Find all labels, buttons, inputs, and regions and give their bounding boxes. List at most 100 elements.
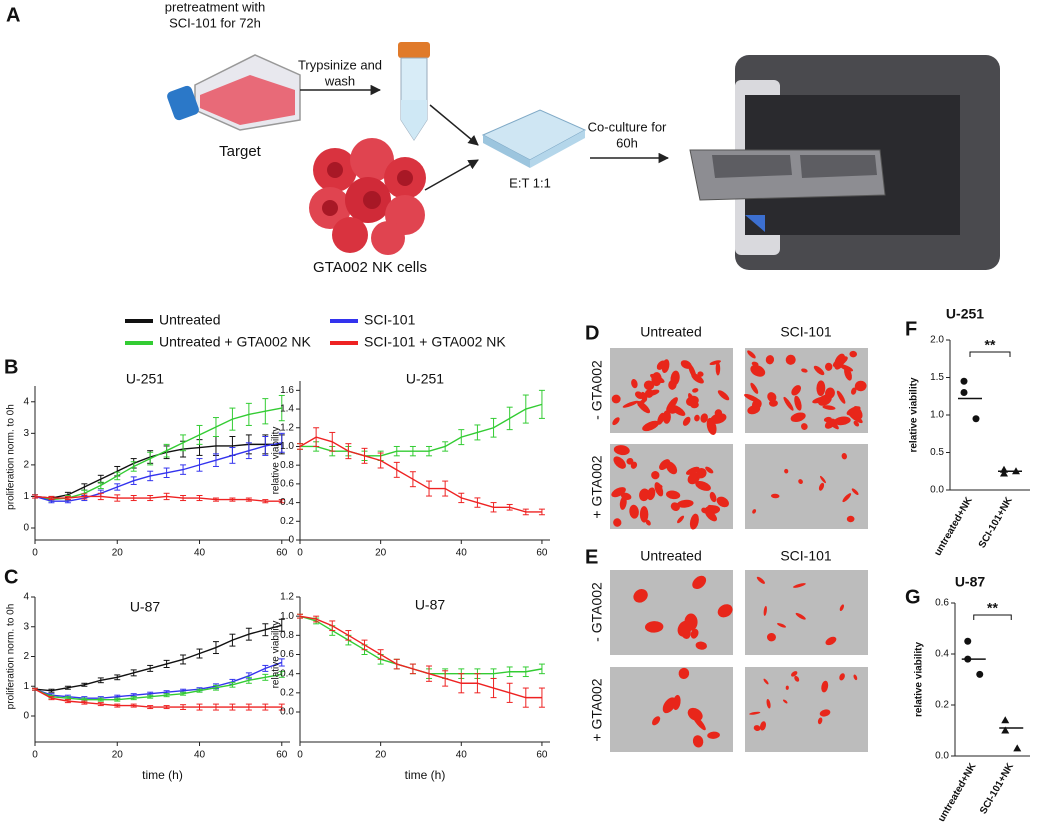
cell bbox=[763, 605, 767, 616]
error-bar bbox=[361, 447, 368, 464]
cell bbox=[851, 488, 859, 496]
error-bar bbox=[212, 684, 219, 691]
chart-title: U-251 bbox=[406, 371, 444, 387]
cell bbox=[626, 457, 634, 465]
row-label: + GTA002 bbox=[589, 678, 605, 741]
cell bbox=[794, 395, 802, 411]
micrograph bbox=[745, 570, 868, 655]
error-bar bbox=[229, 497, 236, 502]
cell bbox=[709, 360, 722, 366]
error-bar bbox=[130, 696, 137, 701]
data-point bbox=[964, 637, 972, 645]
cell bbox=[644, 389, 654, 398]
series-line bbox=[34, 624, 282, 692]
y-axis-label: relative viability bbox=[909, 377, 920, 452]
error-bar bbox=[32, 494, 38, 499]
error-bar bbox=[245, 676, 252, 684]
cell bbox=[705, 509, 717, 522]
error-bar bbox=[278, 432, 285, 453]
error-bar bbox=[506, 503, 513, 511]
x-tick-label: SCI-101+NK bbox=[977, 495, 1015, 551]
y-tick-label: 0 bbox=[23, 523, 29, 534]
error-bar bbox=[245, 402, 252, 426]
error-bar bbox=[329, 431, 336, 452]
error-bar bbox=[426, 445, 433, 457]
error-bar bbox=[130, 669, 137, 677]
error-bar bbox=[212, 703, 219, 711]
y-tick-label: 2 bbox=[23, 460, 29, 471]
y-axis-label: proliferation norm. to 0h bbox=[6, 404, 17, 510]
cell bbox=[709, 491, 717, 503]
error-bar bbox=[377, 649, 384, 660]
error-bar bbox=[212, 641, 219, 655]
legend-label: Untreated bbox=[159, 312, 220, 328]
error-bar bbox=[180, 464, 187, 475]
chart-title: U-87 bbox=[130, 599, 161, 615]
y-tick-label: 1.0 bbox=[280, 611, 294, 622]
cell bbox=[818, 482, 825, 491]
error-bar bbox=[409, 471, 416, 488]
error-bar bbox=[474, 424, 481, 441]
cell bbox=[637, 398, 647, 407]
cell bbox=[707, 731, 720, 739]
micrograph bbox=[610, 348, 733, 435]
data-point bbox=[1001, 726, 1010, 734]
cell bbox=[646, 487, 656, 501]
error-bar bbox=[114, 674, 121, 681]
annotation: ** bbox=[985, 337, 996, 353]
error-bar bbox=[180, 691, 187, 696]
x-tick-label: 40 bbox=[194, 750, 206, 761]
cell bbox=[629, 504, 639, 519]
cell bbox=[666, 490, 681, 500]
panel-label: D bbox=[585, 322, 599, 344]
cell bbox=[651, 471, 660, 480]
error-bar bbox=[163, 705, 170, 710]
y-tick-label: 1.0 bbox=[280, 441, 294, 452]
diagram-text: Trypsinize and bbox=[298, 57, 382, 72]
cell bbox=[613, 518, 622, 527]
error-bar bbox=[212, 417, 219, 437]
error-bar bbox=[97, 697, 104, 702]
error-bar bbox=[393, 658, 400, 670]
panel-label: F bbox=[905, 318, 917, 340]
chart-title: U-87 bbox=[415, 597, 446, 613]
cell bbox=[717, 390, 730, 401]
cell bbox=[753, 725, 761, 731]
cell bbox=[848, 411, 863, 424]
error-bar bbox=[442, 441, 449, 452]
error-bar bbox=[278, 703, 285, 711]
data-point bbox=[972, 415, 980, 423]
error-bar bbox=[180, 434, 187, 452]
x-tick-label: 60 bbox=[276, 548, 288, 559]
cell bbox=[635, 391, 644, 399]
error-bar bbox=[278, 670, 285, 678]
flask bbox=[167, 54, 301, 131]
y-tick-label: 0.5 bbox=[930, 447, 944, 458]
y-tick-label: 1.0 bbox=[930, 410, 944, 421]
significance-bracket bbox=[969, 351, 1011, 357]
cell bbox=[677, 620, 692, 637]
chart-title: U-251 bbox=[126, 371, 164, 387]
cell bbox=[785, 685, 789, 690]
annotation: ** bbox=[987, 600, 998, 616]
cell bbox=[765, 355, 775, 365]
error-bar bbox=[114, 471, 121, 481]
x-tick-label: 20 bbox=[112, 750, 124, 761]
cell bbox=[750, 382, 759, 394]
cell bbox=[631, 378, 638, 389]
error-bar bbox=[278, 658, 285, 667]
error-bar bbox=[474, 497, 481, 508]
cell bbox=[785, 354, 796, 365]
error-bar bbox=[163, 659, 170, 669]
cell bbox=[836, 390, 846, 404]
error-bar bbox=[64, 699, 71, 704]
x-tick-label: 20 bbox=[112, 548, 124, 559]
error-bar bbox=[163, 443, 170, 458]
y-tick-label: 1.2 bbox=[280, 422, 294, 433]
error-bar bbox=[97, 474, 104, 484]
error-bar bbox=[48, 495, 55, 501]
error-bar bbox=[262, 623, 269, 637]
cell bbox=[813, 365, 825, 376]
error-bar bbox=[32, 687, 38, 691]
